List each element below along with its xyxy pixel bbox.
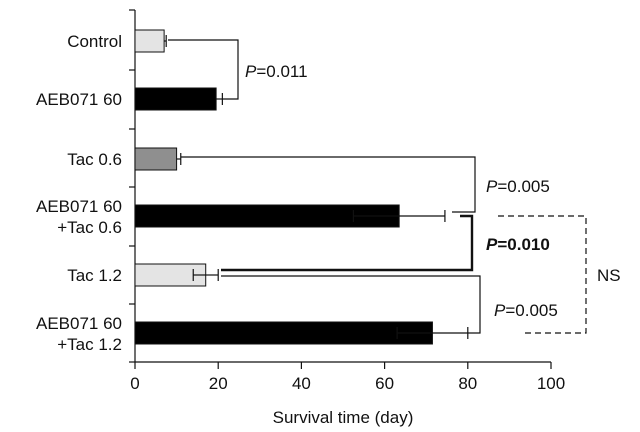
bracket-tac-combos-outer	[221, 214, 474, 272]
bracket-ns	[498, 215, 587, 334]
x-tick-label: 20	[209, 374, 228, 393]
bar	[134, 147, 178, 171]
p-value-label: P=0.005	[486, 177, 550, 196]
bar	[134, 321, 433, 345]
x-tick-label: 80	[458, 374, 477, 393]
category-label: Tac 1.2	[67, 266, 122, 285]
bar	[134, 87, 217, 111]
x-tick-label: 0	[130, 374, 139, 393]
p-value-label: P=0.011	[245, 62, 308, 81]
ns-label: NS	[597, 266, 621, 285]
x-axis-label: Survival time (day)	[273, 408, 414, 427]
p-value-label: P=0.005	[494, 301, 558, 320]
x-tick-label: 100	[537, 374, 565, 393]
category-label: AEB071 60	[36, 90, 122, 109]
x-tick-label: 40	[292, 374, 311, 393]
category-label: Control	[67, 32, 122, 51]
bracket-tac06	[181, 156, 476, 213]
category-label: AEB071 60	[36, 314, 122, 333]
bracket-tac12	[221, 275, 481, 334]
x-tick-label: 60	[375, 374, 394, 393]
bar	[134, 29, 165, 53]
bracket-control-aeb	[168, 39, 239, 100]
category-label: +Tac 1.2	[57, 335, 122, 354]
category-label: +Tac 0.6	[57, 218, 122, 237]
category-label: AEB071 60	[36, 197, 122, 216]
p-value-label-bold: P=0.010	[486, 235, 550, 254]
category-label: Tac 0.6	[67, 150, 122, 169]
